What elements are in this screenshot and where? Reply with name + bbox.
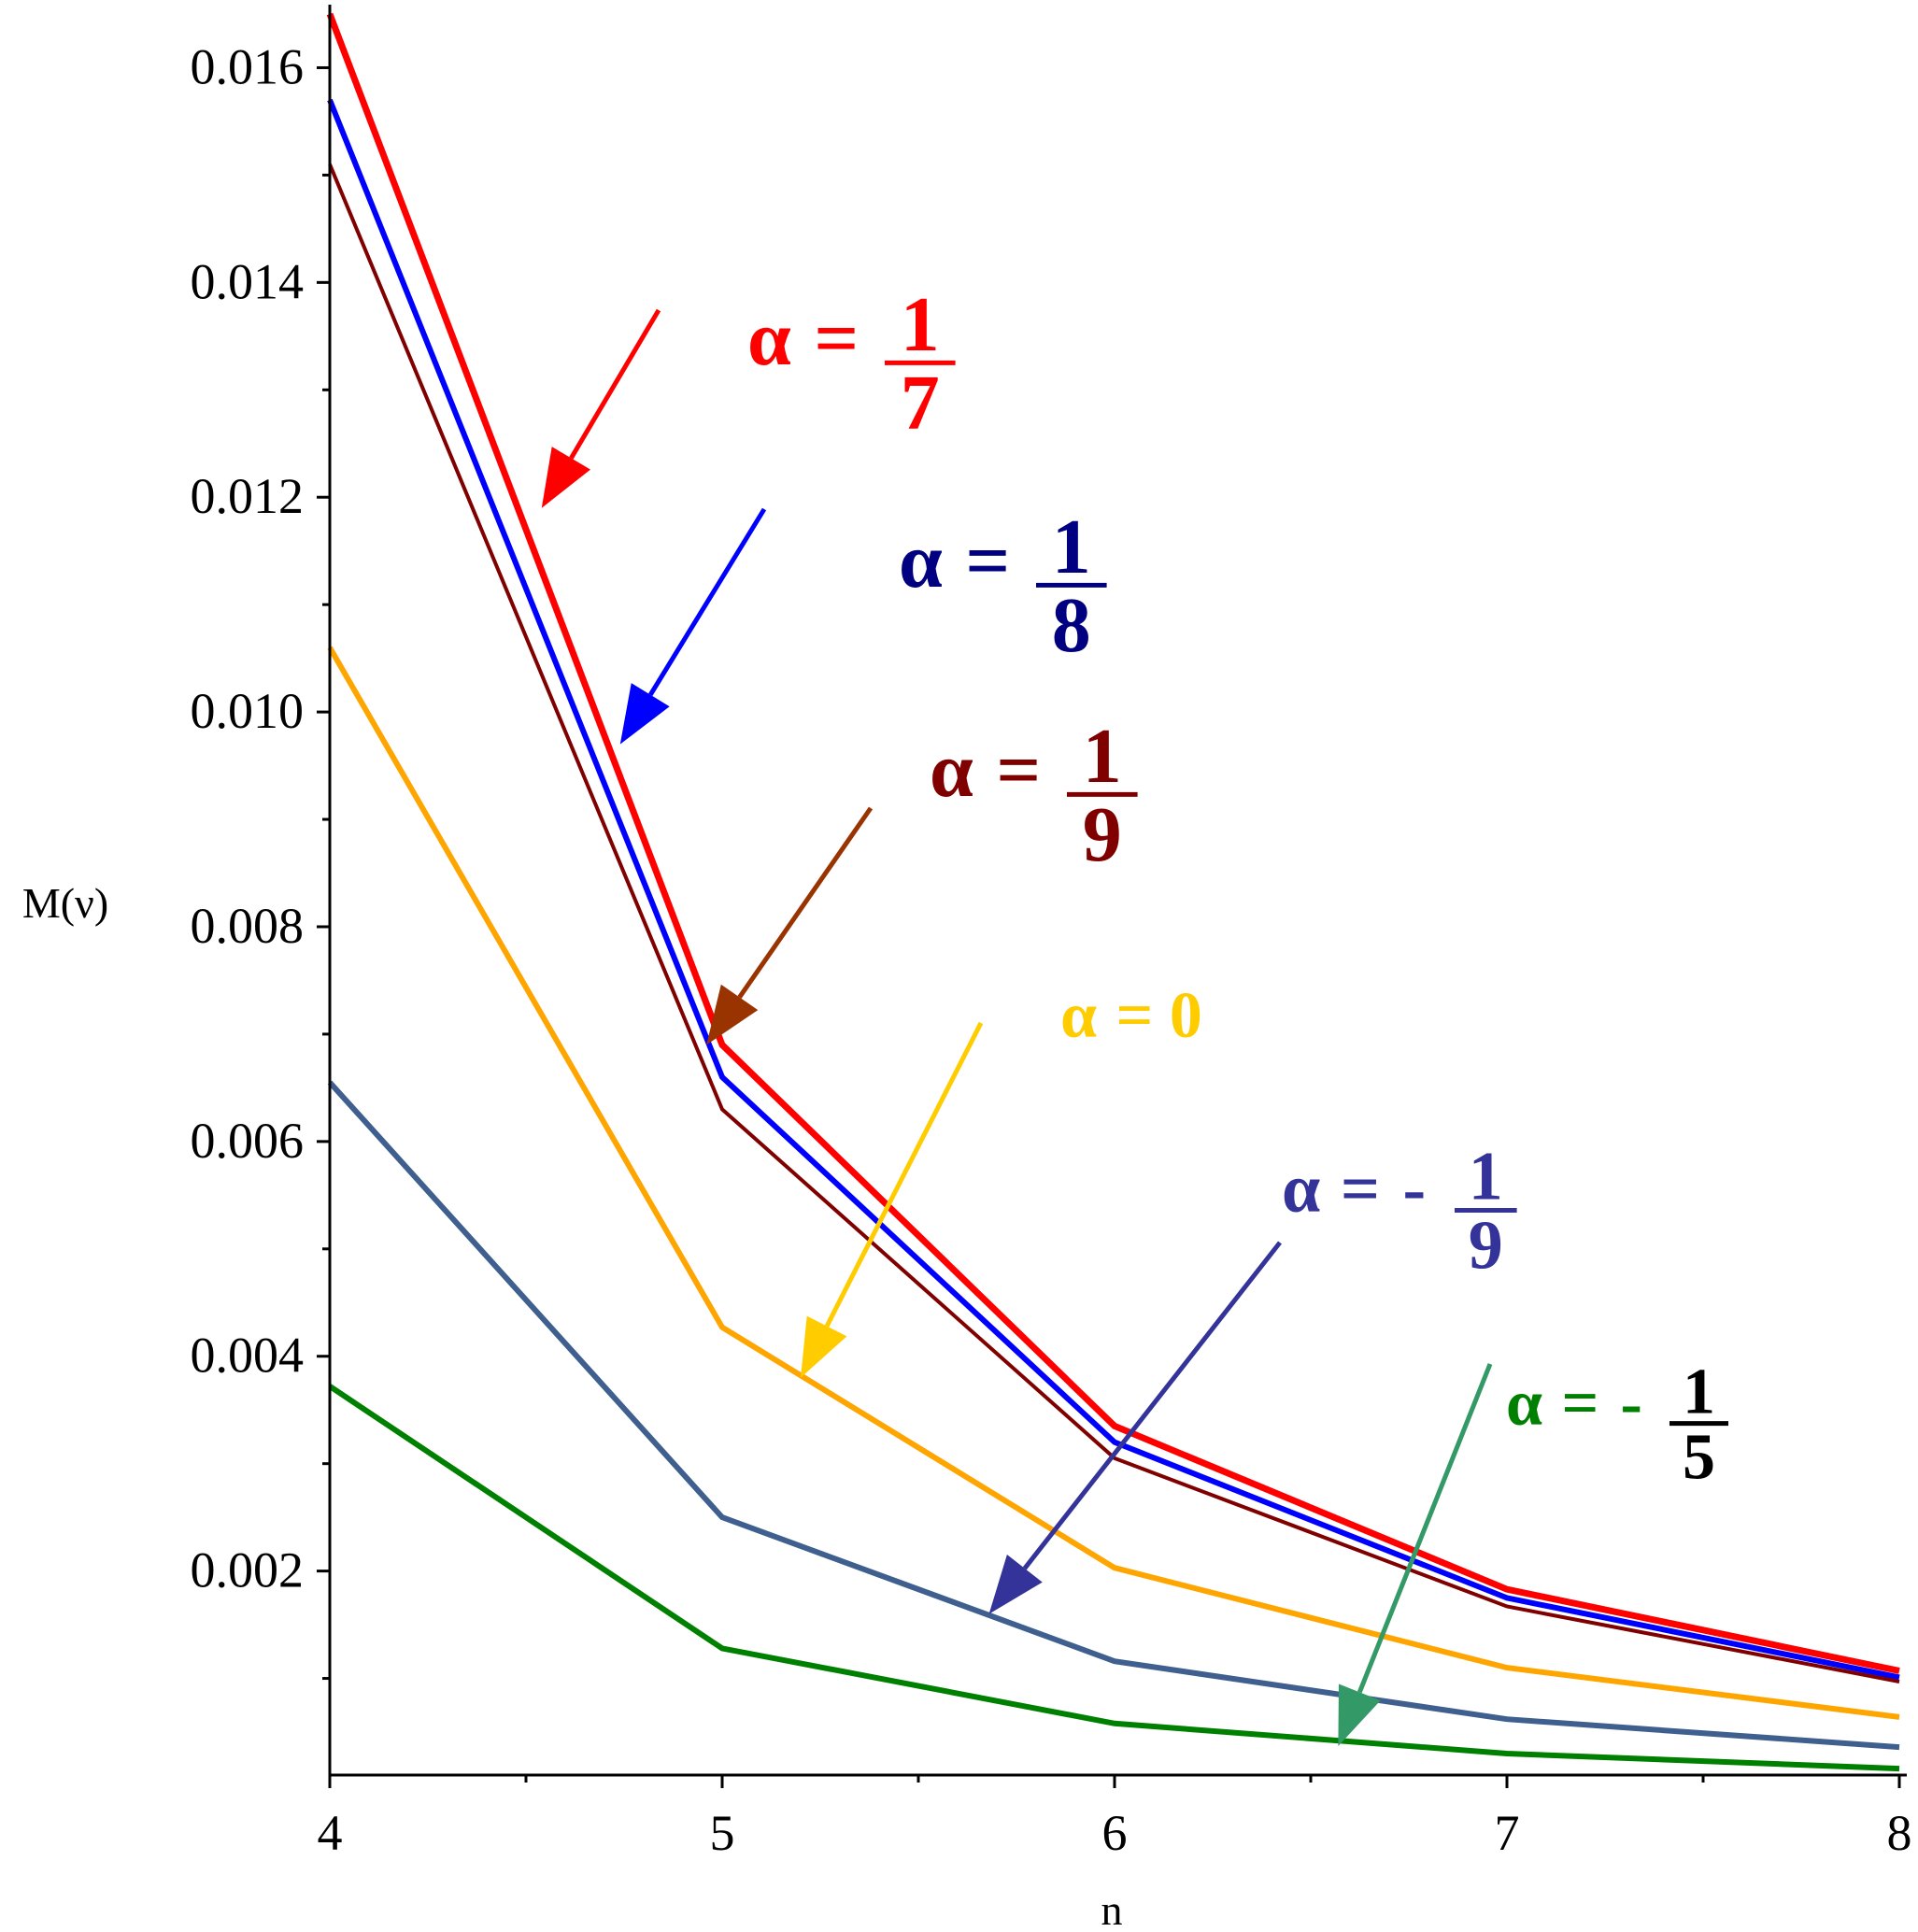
x-tick-label: 4 xyxy=(318,1805,343,1861)
annotation-equals: = xyxy=(814,295,859,382)
annotation-arrow-shaft xyxy=(1022,1241,1282,1570)
annotation-alpha: α xyxy=(930,727,973,814)
y-tick-label: 0.006 xyxy=(191,1113,305,1169)
annotation-numerator: 1 xyxy=(901,281,940,368)
annotation-numerator: 1 xyxy=(1083,713,1122,800)
annotation-arrowhead xyxy=(988,1554,1043,1614)
series-line-2 xyxy=(327,98,1900,1681)
annotation-equals: = 0 xyxy=(1116,980,1202,1052)
annotation-1: α = 17 xyxy=(541,281,956,508)
y-tick-label: 0.004 xyxy=(191,1328,305,1384)
annotation-sign: - xyxy=(1621,1368,1642,1440)
annotation-arrow-shaft xyxy=(824,1021,984,1328)
x-axis-title: n xyxy=(1101,1886,1123,1932)
annotation-arrowhead xyxy=(619,683,670,745)
annotation-4: α = 0 xyxy=(801,980,1202,1378)
annotation-alpha: α xyxy=(1060,980,1097,1052)
annotation-arrowhead xyxy=(1338,1683,1381,1746)
annotation-arrowhead xyxy=(706,984,759,1045)
annotation-numerator: 1 xyxy=(1683,1356,1715,1428)
annotation-denominator: 9 xyxy=(1083,791,1122,878)
annotation-arrowhead xyxy=(541,447,591,508)
annotation-equals: = xyxy=(996,727,1041,814)
y-tick-label: 0.002 xyxy=(191,1542,305,1598)
x-tick-label: 8 xyxy=(1887,1805,1912,1861)
annotation-arrow-shaft xyxy=(1357,1363,1493,1694)
annotation-denominator: 7 xyxy=(901,360,940,447)
annotation-equals: = xyxy=(965,518,1010,604)
annotation-alpha: α xyxy=(1282,1151,1320,1228)
series-line-5 xyxy=(327,1080,1900,1751)
x-tick-label: 5 xyxy=(710,1805,735,1861)
series-line-3 xyxy=(328,163,1900,1683)
series-line-6 xyxy=(328,1384,1900,1772)
annotation-6: α = -15 xyxy=(1338,1356,1728,1746)
annotation-equals: = xyxy=(1341,1151,1380,1228)
annotation-numerator: 1 xyxy=(1052,504,1091,590)
annotation-2: α = 18 xyxy=(619,504,1107,745)
annotation-alpha: α xyxy=(747,295,791,382)
y-tick-label: 0.016 xyxy=(191,38,305,94)
annotation-3: α = 19 xyxy=(706,713,1138,1045)
y-axis-title: M(ν) xyxy=(22,879,108,927)
series-line-1 xyxy=(326,12,1900,1674)
annotation-denominator: 9 xyxy=(1469,1208,1503,1285)
annotation-denominator: 8 xyxy=(1052,582,1091,669)
annotation-5: α = -19 xyxy=(988,1139,1517,1614)
y-tick-label: 0.012 xyxy=(191,468,305,524)
y-tick-label: 0.010 xyxy=(191,683,305,739)
annotation-alpha: α xyxy=(899,518,943,604)
series-line-4 xyxy=(327,646,1900,1720)
y-tick-label: 0.014 xyxy=(191,253,305,309)
annotation-alpha: α xyxy=(1506,1368,1542,1440)
annotation-arrow-shaft xyxy=(569,308,661,460)
annotation-arrowhead xyxy=(801,1315,847,1378)
x-tick-label: 7 xyxy=(1495,1805,1520,1861)
annotation-denominator: 5 xyxy=(1683,1421,1715,1493)
annotation-arrow-shaft xyxy=(737,806,874,999)
annotation-numerator: 1 xyxy=(1469,1139,1503,1215)
x-tick-label: 6 xyxy=(1102,1805,1128,1861)
annotation-arrow-shaft xyxy=(648,507,767,697)
annotation-equals: = xyxy=(1562,1368,1599,1440)
y-tick-label: 0.008 xyxy=(191,898,305,954)
annotation-sign: - xyxy=(1403,1151,1427,1228)
